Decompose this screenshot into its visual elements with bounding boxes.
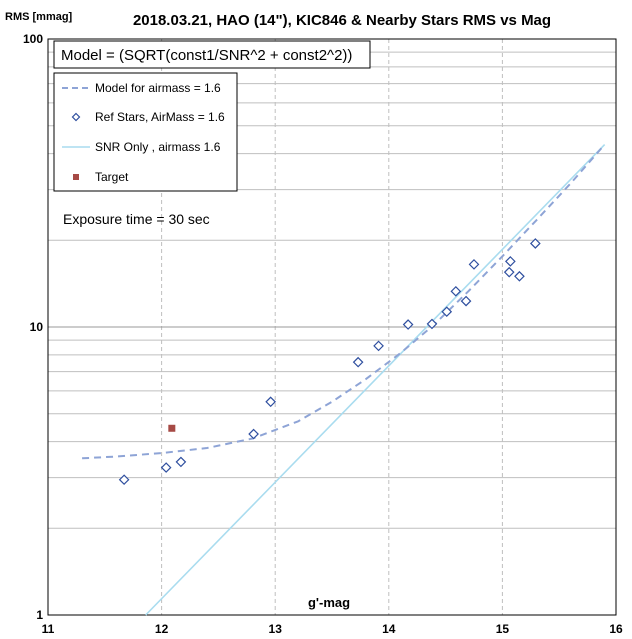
series-layer: [82, 143, 606, 616]
legend-label: Ref Stars, AirMass = 1.6: [95, 110, 225, 124]
ref-star-point: [248, 428, 259, 440]
plot-area: [47, 38, 617, 616]
x-tick-label: 12: [155, 622, 169, 636]
ref-star-point: [175, 456, 187, 468]
x-axis-label: g'-mag: [308, 595, 350, 610]
ref-star-point: [352, 356, 364, 368]
series-model-line: [82, 143, 606, 460]
ref-star-point: [402, 319, 414, 330]
model-note: Model = (SQRT(const1/SNR^2 + const2^2)): [61, 47, 352, 64]
x-tick-label: 13: [269, 622, 283, 636]
legend-label: Model for airmass = 1.6: [95, 81, 221, 95]
legend: Model for airmass = 1.6 Ref Stars, AirMas…: [53, 72, 238, 192]
ref-star-point: [118, 474, 130, 486]
x-tick-label: 14: [382, 622, 396, 636]
tick-labels: 11 12 13 14 15 16 1 10 100: [23, 32, 623, 636]
x-tick-label: 11: [42, 622, 55, 636]
chart-title: 2018.03.21, HAO (14"), KIC846 & Nearby S…: [133, 12, 551, 29]
x-tick-label: 15: [496, 622, 510, 636]
ref-star-point: [503, 266, 515, 278]
target-point: [168, 424, 176, 432]
y-tick-label: 100: [23, 32, 43, 46]
ref-star-point: [529, 238, 541, 249]
ref-star-point: [450, 285, 462, 297]
series-snr-only-line: [145, 144, 606, 616]
y-axis-label: RMS [mmag]: [5, 11, 73, 23]
legend-ref-stars-swatch: [71, 112, 81, 122]
ref-star-point: [505, 256, 516, 267]
ref-star-point: [460, 295, 472, 307]
ref-star-point: [514, 270, 525, 282]
y-tick-label: 1: [36, 608, 43, 622]
ref-star-point: [160, 462, 172, 473]
y-tick-label: 10: [30, 320, 44, 334]
model-note-box: Model = (SQRT(const1/SNR^2 + const2^2)): [53, 40, 371, 69]
exposure-note: Exposure time = 30 sec: [63, 211, 210, 227]
ref-star-point: [265, 396, 277, 408]
ref-star-point: [441, 306, 453, 318]
x-tick-label: 16: [609, 622, 623, 636]
legend-label: SNR Only , airmass 1.6: [95, 140, 221, 154]
legend-label: Target: [95, 170, 129, 184]
ref-star-point: [468, 259, 480, 270]
legend-target-swatch: [73, 174, 79, 180]
ref-star-point: [373, 340, 384, 352]
ref-star-point: [426, 318, 438, 330]
